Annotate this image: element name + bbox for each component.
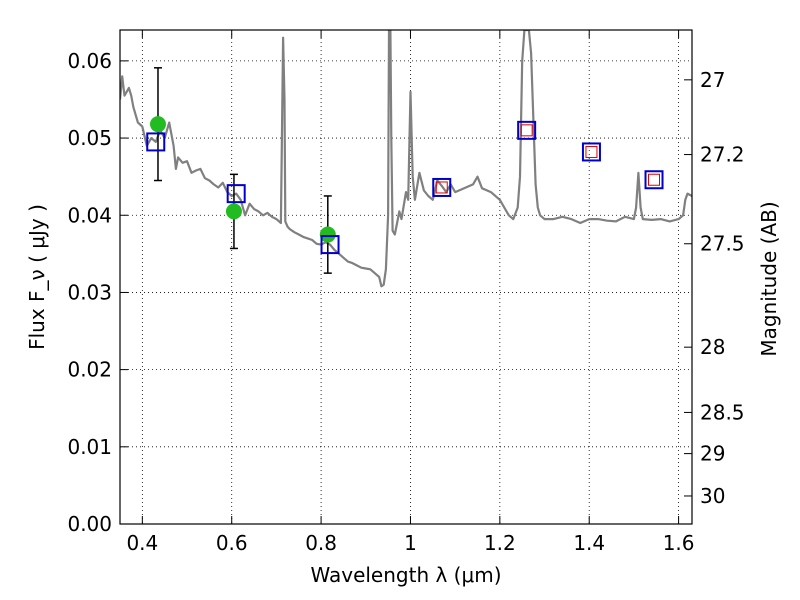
observed-point <box>149 116 166 133</box>
right-axis-title: Magnitude (AB) <box>757 201 781 356</box>
right-tick-label: 28 <box>700 335 725 359</box>
model-band-point <box>226 184 246 204</box>
spectrum-line <box>120 30 692 288</box>
x-tick-label: 0.6 <box>216 531 248 555</box>
right-tick-label: 27 <box>700 68 725 92</box>
model-band-inner-marker <box>585 145 598 158</box>
y-tick-label: 0.04 <box>67 203 112 227</box>
y-tick-label: 0.03 <box>67 280 112 304</box>
plot-frame <box>119 29 693 525</box>
model-band-point <box>432 177 452 197</box>
model-band-points <box>146 120 664 255</box>
x-tick-label: 1 <box>404 531 417 555</box>
y-tick-label: 0.01 <box>67 435 112 459</box>
y-tick-label: 0.00 <box>67 512 112 536</box>
model-band-point <box>517 120 537 140</box>
right-tick-label: 27.5 <box>700 232 745 256</box>
right-tick-label: 28.5 <box>700 400 745 424</box>
observed-point <box>225 203 242 220</box>
observed-point <box>319 226 336 243</box>
model-band-inner-marker <box>520 124 533 137</box>
y-tick-label: 0.02 <box>67 358 112 382</box>
x-tick-label: 0.8 <box>305 531 337 555</box>
x-axis-ticks: 0.4 0.6 0.8 1 1.2 1.4 1.6 <box>126 30 695 555</box>
observed-points <box>149 116 336 243</box>
x-tick-label: 0.4 <box>126 531 158 555</box>
model-band-point <box>146 132 166 152</box>
y-tick-label: 0.05 <box>67 126 112 150</box>
grid <box>120 30 692 524</box>
model-band-point <box>644 170 664 190</box>
right-tick-label: 27.2 <box>700 143 745 167</box>
model-spectrum <box>120 30 692 288</box>
x-tick-label: 1.6 <box>663 531 695 555</box>
y-tick-label: 0.06 <box>67 49 112 73</box>
x-tick-label: 1.4 <box>573 531 605 555</box>
model-band-point <box>581 142 601 162</box>
plot-background <box>120 30 692 524</box>
right-axis-ticks: 27 27.2 27.5 28 28.5 29 30 <box>684 68 745 508</box>
model-band-inner-marker <box>648 173 661 186</box>
y-axis-ticks: 0.00 0.01 0.02 0.03 0.04 0.05 0.06 <box>67 49 128 536</box>
model-band-inner-marker <box>435 181 448 194</box>
y-axis-title: Flux F_ν ( μJy ) <box>25 204 49 350</box>
model-band-point <box>320 235 340 255</box>
right-tick-label: 30 <box>700 484 725 508</box>
x-tick-label: 1.2 <box>484 531 516 555</box>
x-axis-title: Wavelength λ (μm) <box>310 563 501 587</box>
right-tick-label: 29 <box>700 442 725 466</box>
